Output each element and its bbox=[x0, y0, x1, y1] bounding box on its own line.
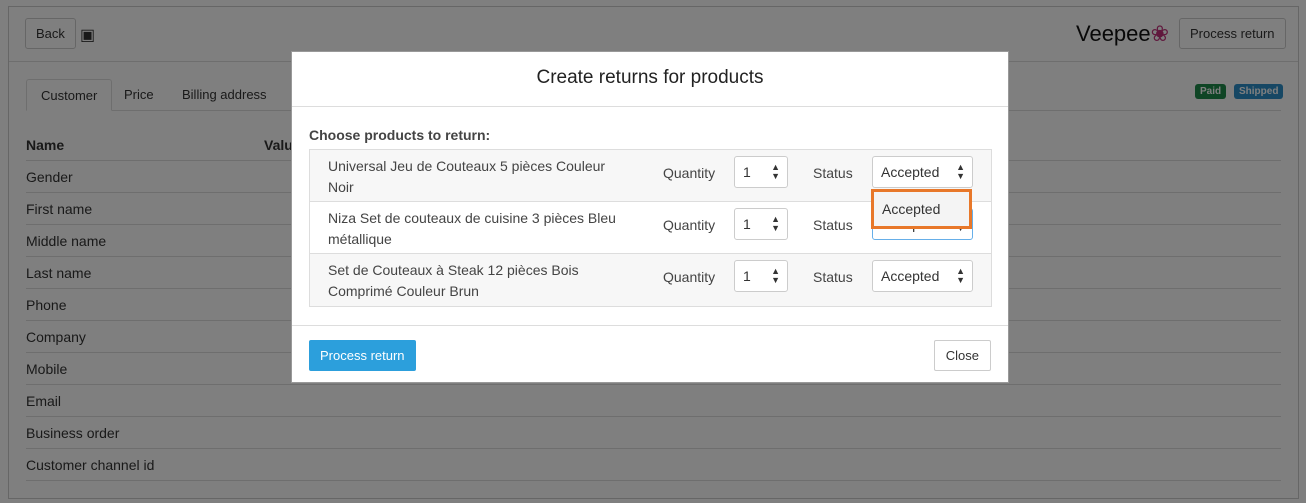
quantity-label: Quantity bbox=[663, 269, 716, 285]
sort-icon: ▲▼ bbox=[956, 266, 965, 285]
status-label: Status bbox=[813, 269, 853, 285]
quantity-label: Quantity bbox=[663, 165, 716, 181]
quantity-select[interactable]: 1 ▲ ▼ bbox=[734, 156, 788, 188]
status-select[interactable]: Accepted▲▼ bbox=[872, 156, 973, 188]
quantity-label: Quantity bbox=[663, 217, 716, 233]
sort-icon: ▲▼ bbox=[771, 214, 780, 233]
process-return-button[interactable]: Process return bbox=[309, 340, 416, 371]
quantity-select[interactable]: 1 ▲ ▼ bbox=[734, 208, 788, 240]
sort-icon: ▲▼ bbox=[771, 266, 780, 285]
status-select[interactable]: Accepted▲▼ bbox=[872, 260, 973, 292]
sort-icon: ▲▼ bbox=[956, 162, 965, 181]
status-dropdown-option-accepted[interactable]: Accepted bbox=[871, 189, 972, 229]
quantity-select[interactable]: 1 ▲ ▼ bbox=[734, 260, 788, 292]
products-table: Universal Jeu de Couteaux 5 pièces Coule… bbox=[309, 149, 992, 307]
product-name: Universal Jeu de Couteaux 5 pièces Coule… bbox=[328, 158, 606, 195]
product-name: Set de Couteaux à Steak 12 pièces Bois C… bbox=[328, 262, 579, 299]
product-row: Set de Couteaux à Steak 12 pièces Bois C… bbox=[310, 254, 991, 306]
product-row: Universal Jeu de Couteaux 5 pièces Coule… bbox=[310, 150, 991, 202]
modal-title: Create returns for products bbox=[292, 52, 1008, 107]
status-label: Status bbox=[813, 165, 853, 181]
choose-label: Choose products to return: bbox=[309, 127, 491, 143]
status-label: Status bbox=[813, 217, 853, 233]
create-returns-modal: Create returns for products Choose produ… bbox=[291, 51, 1009, 383]
product-name: Niza Set de couteaux de cuisine 3 pièces… bbox=[328, 210, 616, 247]
close-button[interactable]: Close bbox=[933, 340, 991, 371]
modal-footer-divider bbox=[292, 325, 1008, 326]
sort-icon: ▲▼ bbox=[771, 162, 780, 181]
